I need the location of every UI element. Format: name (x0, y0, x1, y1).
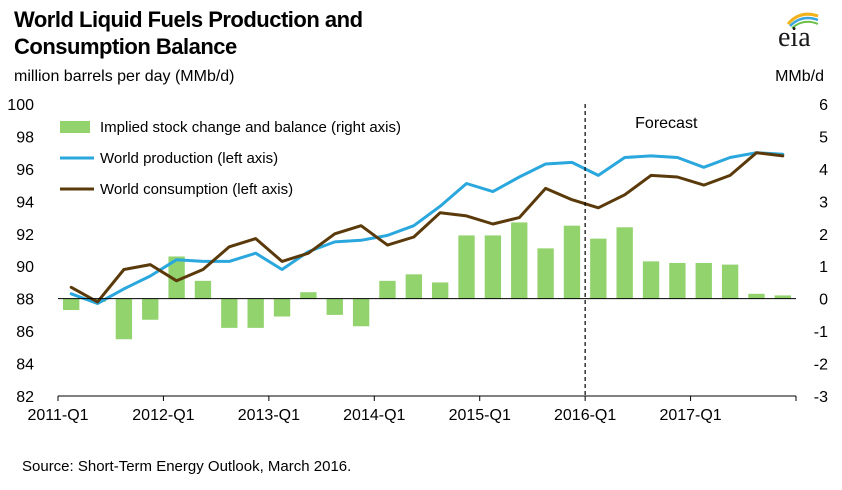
right-tick-label--3: -3 (814, 389, 828, 406)
left-tick-label-98: 98 (16, 129, 34, 146)
stock-change-bar-2014-Q4 (458, 235, 475, 299)
stock-change-bar-2014-Q3 (432, 282, 449, 299)
legend-label-consumption: World consumption (left axis) (100, 181, 293, 198)
stock-change-bar-2013-Q4 (352, 298, 370, 327)
stock-change-bar-2014-Q2 (405, 274, 422, 299)
right-tick-label--1: -1 (814, 324, 828, 341)
stock-change-bar-2016-Q3 (642, 261, 660, 299)
left-tick-label-88: 88 (16, 292, 34, 309)
left-tick-label-82: 82 (16, 389, 34, 406)
stock-change-bar-2011-Q3 (115, 298, 133, 340)
stock-change-bar-2012-Q4 (247, 298, 264, 328)
right-tick-label-4: 4 (819, 162, 828, 179)
x-tick-label-2013-Q1: 2013-Q1 (238, 407, 300, 424)
x-tick-label-2015-Q1: 2015-Q1 (449, 407, 511, 424)
stock-change-bar-2015-Q3 (537, 248, 554, 299)
legend-swatch-stock-change (60, 121, 90, 133)
stock-change-bar-2017-Q2 (721, 264, 739, 299)
right-tick-label-5: 5 (819, 129, 828, 146)
x-tick-label-2017-Q1: 2017-Q1 (659, 407, 721, 424)
left-tick-label-100: 100 (7, 97, 34, 114)
stock-change-bar-2011-Q1 (63, 298, 80, 311)
x-tick-label-2011-Q1: 2011-Q1 (27, 407, 88, 424)
legend-label-production: World production (left axis) (100, 150, 278, 167)
stock-change-bar-2017-Q4 (774, 295, 791, 299)
consumption-line (69, 151, 785, 304)
left-tick-label-92: 92 (16, 227, 34, 244)
stock-change-bar-2012-Q1 (168, 256, 185, 299)
stock-change-bar-2015-Q4 (563, 225, 581, 299)
right-tick-label-2: 2 (819, 227, 828, 244)
right-tick-label-6: 6 (819, 97, 828, 114)
left-axis-units: million barrels per day (MMb/d) (14, 68, 235, 85)
stock-change-bar-2017-Q1 (695, 262, 712, 299)
stock-change-bar-2015-Q2 (511, 222, 528, 299)
legend-label-stock-change: Implied stock change and balance (right … (100, 119, 401, 136)
stock-change-bar-2013-Q1 (273, 298, 291, 317)
stock-change-bar-2015-Q1 (484, 235, 502, 299)
left-tick-label-94: 94 (16, 194, 34, 211)
eia-logo-icon (786, 12, 819, 29)
stock-change-bar-2017-Q3 (748, 293, 765, 299)
production-line (69, 151, 785, 305)
forecast-label: Forecast (635, 115, 698, 132)
stock-change-bar-2016-Q1 (590, 238, 607, 299)
right-axis-units: MMb/d (775, 68, 824, 85)
stock-change-bar-2011-Q4 (142, 298, 159, 320)
eia-logo-text: eia (778, 22, 811, 53)
left-tick-label-90: 90 (16, 259, 34, 276)
stock-change-bar-2014-Q1 (379, 280, 396, 299)
x-tick-label-2014-Q1: 2014-Q1 (343, 407, 405, 424)
left-tick-label-84: 84 (16, 357, 34, 374)
chart-title: World Liquid Fuels Production and Consum… (14, 6, 363, 60)
right-tick-label-3: 3 (819, 194, 828, 211)
x-tick-label-2012-Q1: 2012-Q1 (132, 407, 194, 424)
stock-change-bar-2012-Q3 (221, 298, 238, 328)
source-note: Source: Short-Term Energy Outlook, March… (22, 458, 352, 475)
left-tick-label-96: 96 (16, 162, 34, 179)
right-tick-label--2: -2 (814, 357, 828, 374)
chart-title-line2: Consumption Balance (14, 34, 237, 59)
x-tick-label-2016-Q1: 2016-Q1 (554, 407, 616, 424)
stock-change-bar-2012-Q2 (194, 280, 212, 299)
right-tick-label-1: 1 (819, 259, 828, 276)
left-tick-label-86: 86 (16, 324, 34, 341)
stock-change-bar-2016-Q2 (616, 227, 633, 299)
stock-change-bar-2013-Q2 (300, 292, 317, 299)
right-tick-label-0: 0 (819, 292, 828, 309)
stock-change-bar-2016-Q4 (669, 262, 686, 299)
chart-title-line1: World Liquid Fuels Production and (14, 7, 363, 32)
stock-change-bar-2013-Q3 (326, 298, 343, 315)
